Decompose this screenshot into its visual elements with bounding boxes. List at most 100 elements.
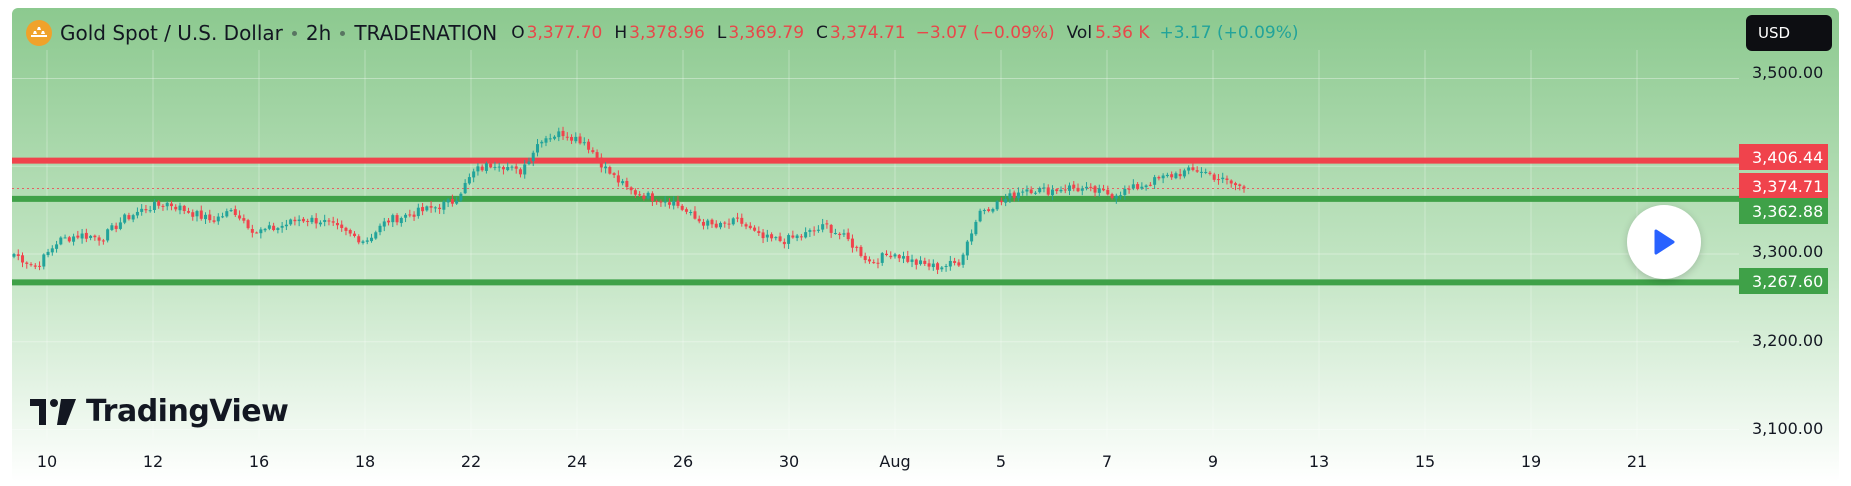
candle	[608, 165, 612, 175]
time-axis-label: 24	[566, 452, 588, 471]
candle	[1191, 163, 1195, 172]
candle	[595, 149, 599, 162]
candle	[42, 253, 46, 270]
candle	[1144, 184, 1148, 191]
candle	[289, 218, 293, 226]
candle	[442, 199, 446, 215]
candle	[135, 207, 139, 219]
candle	[757, 226, 761, 236]
candle	[965, 239, 969, 260]
candle	[1038, 186, 1042, 194]
candle	[591, 147, 595, 154]
candle	[1046, 184, 1050, 197]
candle	[97, 235, 101, 246]
candle	[991, 207, 995, 214]
candle	[540, 140, 544, 148]
candle	[1242, 184, 1246, 193]
candle	[489, 160, 493, 169]
candle	[761, 229, 765, 244]
candle	[842, 229, 846, 238]
candle	[472, 168, 476, 183]
candle	[1025, 185, 1029, 196]
candle	[148, 205, 152, 213]
candle	[1233, 181, 1237, 191]
candle	[1063, 184, 1067, 194]
interval[interactable]: 2h	[305, 21, 332, 45]
candle	[1059, 186, 1063, 194]
gold-symbol-icon	[26, 20, 52, 46]
currency-button[interactable]: USD	[1746, 15, 1832, 51]
candle	[352, 231, 356, 238]
candle	[1131, 179, 1135, 191]
candle	[599, 153, 603, 173]
candle	[50, 245, 54, 256]
candle	[748, 222, 752, 230]
ohlc-values: O 3,377.70 H 3,378.96 L 3,369.79 C 3,374.71 …	[511, 23, 1054, 43]
candle	[621, 178, 625, 186]
candle	[1148, 182, 1152, 187]
candle	[940, 265, 944, 272]
candle	[438, 203, 442, 214]
candle	[884, 250, 888, 257]
candle	[1089, 183, 1093, 192]
candle	[1093, 184, 1097, 198]
candle	[408, 209, 412, 218]
candle	[557, 127, 561, 142]
candle	[1004, 193, 1008, 207]
candle	[612, 172, 616, 178]
candle	[33, 263, 37, 270]
candle	[672, 196, 676, 210]
price-axis-label: 3,100.00	[1752, 419, 1824, 438]
candle	[446, 198, 450, 208]
candle	[344, 226, 348, 236]
candle	[804, 227, 808, 239]
candle	[893, 252, 897, 259]
candle	[719, 221, 723, 230]
candle	[144, 204, 148, 214]
candle	[340, 220, 344, 232]
time-axis-label: 19	[1520, 452, 1542, 471]
candle	[825, 219, 829, 229]
candle	[1182, 168, 1186, 179]
candle	[553, 135, 557, 141]
candle	[1021, 189, 1025, 196]
candle	[1114, 193, 1118, 204]
candle	[382, 217, 386, 232]
candle	[365, 237, 369, 245]
price-axis-label: 3,300.00	[1752, 242, 1824, 261]
candle	[12, 252, 16, 259]
time-axis-label: Aug	[879, 452, 911, 471]
candle	[833, 228, 837, 235]
volume-change: +3.17 (+0.09%)	[1159, 23, 1299, 43]
candle	[680, 203, 684, 212]
candle	[1225, 175, 1229, 185]
candle	[642, 192, 646, 201]
volume-values: Vol 5.36 K +3.17 (+0.09%)	[1067, 23, 1299, 43]
time-axis-label: 21	[1626, 452, 1648, 471]
time-axis-label: 18	[354, 452, 376, 471]
candle	[710, 218, 714, 228]
candle	[812, 226, 816, 236]
candle	[527, 157, 531, 166]
candle	[855, 245, 859, 252]
symbol-name[interactable]: Gold Spot / U.S. Dollar	[60, 21, 283, 45]
price-change: −3.07 (−0.09%)	[915, 23, 1055, 43]
candle	[787, 233, 791, 249]
support-lower-price-tag: 3,267.60	[1739, 268, 1828, 294]
play-button[interactable]	[1627, 205, 1701, 279]
candle	[1097, 184, 1101, 198]
tradingview-logo[interactable]: TradingView	[30, 394, 289, 429]
candle	[795, 233, 799, 242]
exchange[interactable]: TRADENATION	[354, 21, 498, 45]
candle	[476, 163, 480, 176]
candle	[1212, 172, 1216, 182]
candle	[395, 213, 399, 226]
candle	[821, 218, 825, 233]
candle	[114, 222, 118, 233]
candle	[310, 215, 314, 225]
candle	[306, 218, 310, 227]
time-axis-label: 26	[672, 452, 694, 471]
grid-lines	[12, 50, 1739, 440]
candle	[693, 206, 697, 220]
